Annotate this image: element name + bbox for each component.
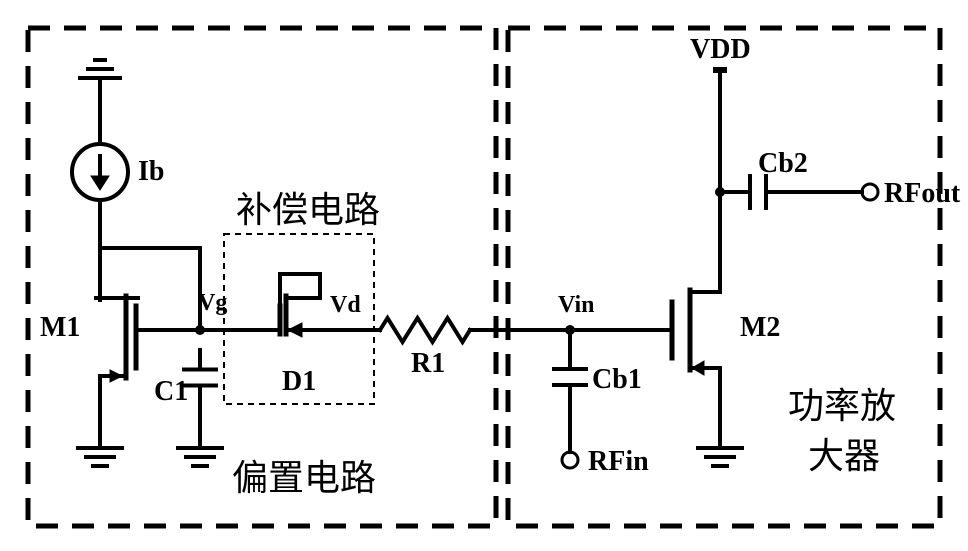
svg-text:Vd: Vd [330, 292, 361, 318]
svg-text:功率放: 功率放 [788, 386, 896, 426]
svg-text:R1: R1 [411, 348, 445, 379]
svg-text:偏置电路: 偏置电路 [232, 458, 376, 498]
svg-text:Cb2: Cb2 [758, 148, 808, 179]
svg-text:Vin: Vin [558, 292, 594, 318]
svg-text:补偿电路: 补偿电路 [236, 190, 380, 230]
svg-text:Vg: Vg [198, 290, 227, 316]
svg-text:M2: M2 [740, 312, 780, 343]
svg-text:D1: D1 [282, 366, 316, 397]
svg-text:大器: 大器 [808, 436, 880, 476]
svg-text:M1: M1 [40, 312, 80, 343]
svg-text:Ib: Ib [138, 156, 164, 187]
circuit-diagram: Ib M1 C1 Vg D1 Vd R1 补偿电路偏置电路 Vin Cb1 RFin M2 VDD Cb2… [0, 0, 968, 551]
svg-text:Cb1: Cb1 [592, 364, 642, 395]
svg-text:C1: C1 [154, 376, 188, 407]
svg-text:RFin: RFin [588, 446, 649, 477]
svg-text:RFout: RFout [884, 178, 961, 209]
schematic-root: Ib M1 C1 Vg D1 Vd R1 补偿电路偏置电路 Vin Cb1 RFin M2 VDD Cb2… [28, 28, 961, 526]
svg-text:VDD: VDD [690, 34, 751, 65]
